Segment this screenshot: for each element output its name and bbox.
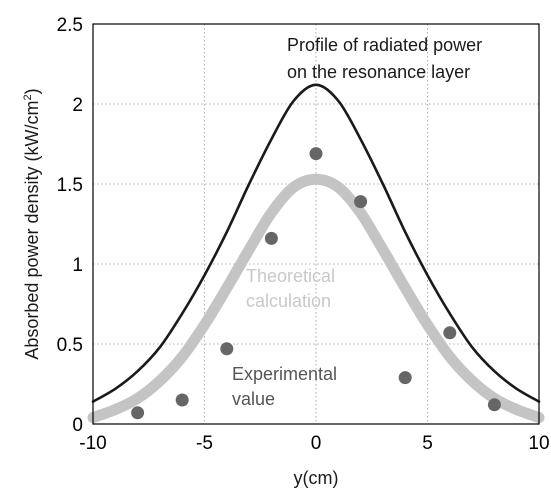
curves: [87, 83, 545, 424]
theoretical-curve: [87, 173, 545, 424]
data-point: [398, 371, 412, 385]
annotation-experimental-line2: value: [232, 389, 275, 409]
x-tick-label: 0: [311, 433, 322, 454]
annotation-experimental-line1: Experimental: [232, 364, 337, 384]
y-tick-label: 1.5: [57, 175, 83, 196]
data-point: [354, 195, 368, 209]
data-points: [131, 147, 501, 420]
y-tick-label: 0: [72, 415, 83, 436]
annotation-profile-line1: Profile of radiated power: [287, 35, 482, 55]
data-point: [309, 147, 323, 161]
data-point: [131, 406, 145, 420]
plot-frame: [92, 23, 540, 425]
x-axis-label: y(cm): [294, 468, 339, 488]
x-tick-label: 10: [528, 433, 549, 454]
grid: [93, 24, 539, 424]
y-tick-label: 2: [72, 95, 83, 116]
annotation-theoretical-line2: calculation: [246, 291, 331, 311]
y-tick-label: 2.5: [57, 15, 83, 36]
data-point: [487, 398, 501, 412]
annotation-theoretical-line1: Theoretical: [246, 266, 335, 286]
profile-curve: [91, 83, 541, 403]
data-point: [264, 231, 278, 245]
y-tick-label: 1: [72, 255, 83, 276]
x-tick-label: -10: [79, 433, 106, 454]
annotation-profile-line2: on the resonance layer: [287, 62, 470, 82]
x-tick-label: 5: [422, 433, 433, 454]
y-axis-label: Absorbed power density (kW/cm2): [22, 88, 42, 359]
tick-labels: -10 -5 0 5 10 0 0.5 1 1.5 2 2.5: [57, 15, 550, 454]
data-point: [175, 393, 189, 407]
data-point: [220, 342, 234, 356]
y-tick-label: 0.5: [57, 335, 83, 356]
data-point: [443, 326, 457, 340]
x-tick-label: -5: [196, 433, 213, 454]
